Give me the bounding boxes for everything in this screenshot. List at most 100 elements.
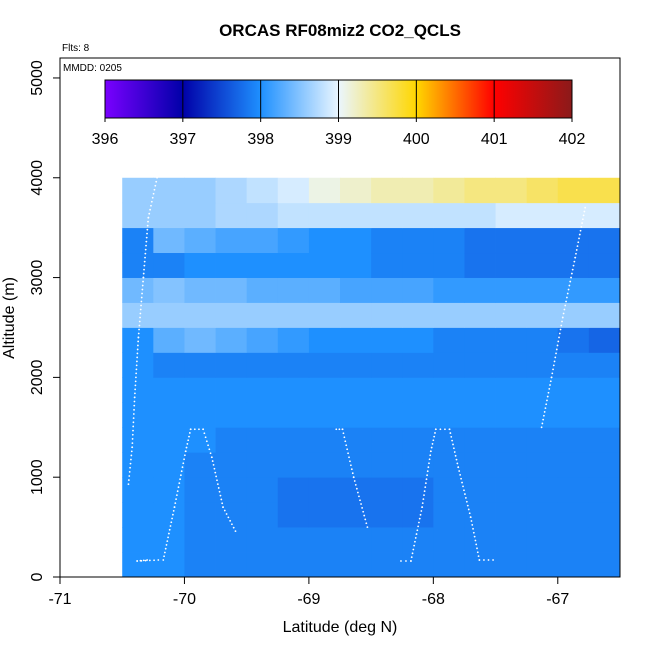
track-point [140,300,143,303]
track-point [175,498,177,501]
track-point [555,352,557,355]
track-point [204,436,207,439]
track-point [452,443,454,446]
heatmap-cell [215,202,248,229]
heatmap-cell [122,352,154,378]
track-point [362,510,365,513]
heatmap-cell [557,277,590,303]
heatmap-cell [153,527,185,553]
heatmap-cell [308,202,341,229]
track-point [171,513,174,516]
heatmap-cell [246,202,279,229]
track-point [134,384,137,387]
heatmap-cell [184,252,216,278]
colorbar-tick-label: 399 [325,131,352,148]
heatmap-cell [184,352,216,378]
track-point [188,432,191,434]
heatmap-cell [433,227,465,254]
heatmap-cell [588,302,620,328]
track-point [145,236,148,239]
heatmap-cell [526,552,559,577]
y-tick-label: 3000 [29,260,46,296]
heatmap-cell [588,427,620,453]
heatmap-cell [620,228,650,253]
track-point [203,432,206,435]
track-point [469,516,472,519]
track-point [426,474,429,477]
heatmap-cell [588,402,620,428]
track-point [424,482,427,485]
heatmap-cell [153,502,185,528]
track-point [434,428,437,431]
track-point [418,521,420,524]
heatmap-cell [153,227,185,254]
heatmap-cell [246,277,279,303]
track-point [187,439,190,442]
track-point [144,256,146,259]
heatmap-cell [402,227,434,254]
track-point [432,439,435,442]
colorbar-tick-label: 400 [403,131,430,148]
heatmap-cell [557,377,590,403]
track-point [417,525,420,528]
track-point [202,428,205,431]
heatmap-cell [588,352,620,378]
track-point [357,491,359,494]
heatmap-cell [184,527,216,553]
track-point [466,504,469,507]
heatmap-cell [495,427,528,453]
track-point [433,435,436,438]
heatmap-cell [215,552,248,577]
track-point [346,448,349,451]
colorbar-ticks: 396 397 398 399 400 401 402 [92,80,585,148]
heatmap-cell [340,302,372,328]
heatmap-cell [340,527,372,553]
heatmap-cell [153,402,185,428]
track-point [421,506,424,509]
track-point [166,540,169,543]
heatmap-cell [122,377,154,403]
track-point [423,494,425,497]
heatmap-cell [464,502,496,528]
track-point [136,356,139,359]
track-point [571,268,574,271]
track-point [483,559,485,561]
track-point [448,428,451,431]
y-tick-label: 2000 [29,359,46,395]
heatmap-cell [557,227,590,254]
heatmap-cell [464,302,496,328]
track-point [155,180,158,183]
track-point [177,486,180,489]
track-point [335,428,338,431]
heatmap-cell [153,252,185,278]
track-point [147,220,149,223]
heatmap-cell [340,227,372,254]
heatmap-cell [495,227,528,254]
track-point [205,440,208,443]
heatmap-cell [153,452,185,478]
heatmap-cell [215,302,248,328]
y-tick-label: 4000 [29,160,46,196]
y-axis: 0 1000 2000 3000 4000 5000 [29,60,61,581]
y-tick-label: 0 [29,572,46,581]
heatmap-cell [495,327,528,353]
heatmap-cell [402,477,434,503]
heatmap-cell [588,177,620,204]
y-axis-label: Altitude (m) [1,277,18,359]
track-point [429,450,432,453]
track-point [454,454,457,457]
track-point [465,500,468,503]
track-point [349,460,351,463]
track-point [172,510,175,512]
heatmap-cell [184,402,216,428]
heatmap-cell [433,502,465,528]
x-axis-label: Latitude (deg N) [283,619,398,636]
track-point [223,509,226,512]
heatmap-cell [122,277,154,303]
track-point [459,473,462,476]
track-point [419,513,422,516]
heatmap-cell [464,402,496,428]
heatmap-cell [464,452,496,478]
track-point [546,399,548,402]
